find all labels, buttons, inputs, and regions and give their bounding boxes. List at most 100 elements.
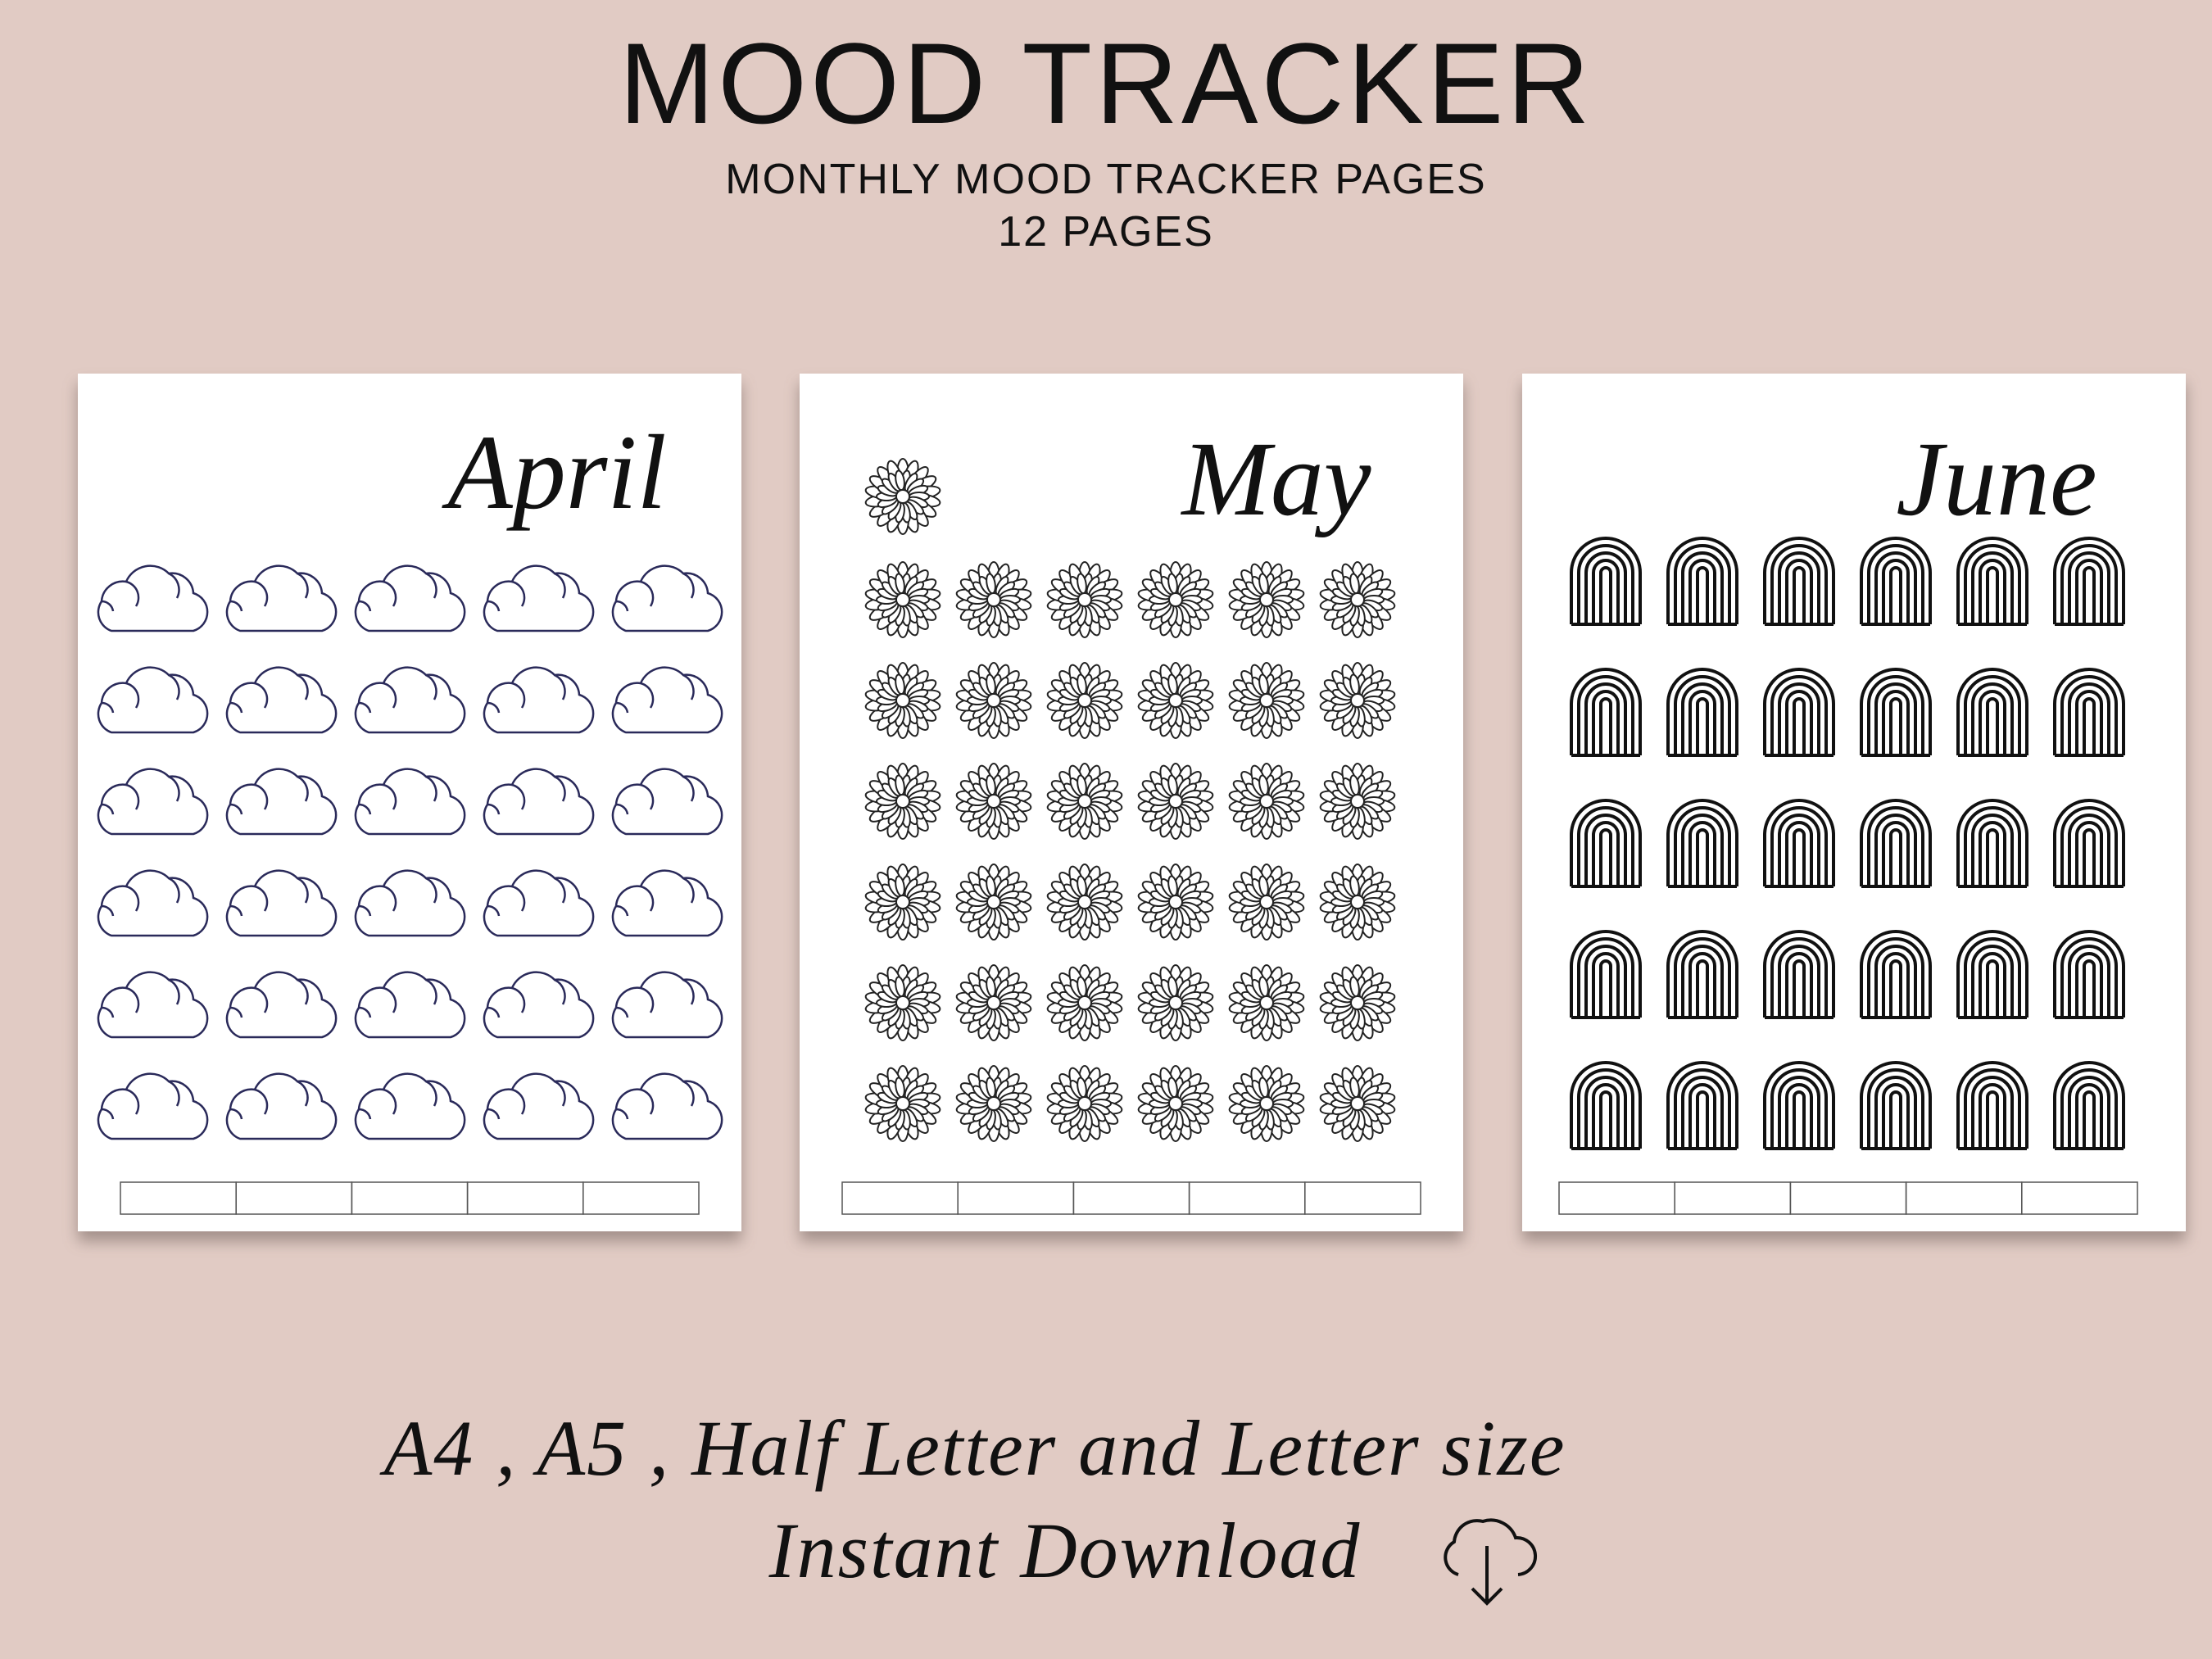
rainbow-arc [1666,930,1738,1018]
rainbow-arc [1956,537,2028,624]
flower [1137,662,1214,739]
rainbow-arc [1889,1090,1902,1149]
rainbow-arc [1592,1083,1620,1149]
pages: April May June [78,374,2186,1241]
month-title: May [1181,420,1371,538]
rainbow-arc [1874,945,1917,1018]
cloud-detail [229,673,309,714]
flower-center [1259,794,1274,809]
flower-center [895,693,910,708]
cloud-detail [487,775,566,815]
rainbow-arc [1599,959,1612,1018]
rainbow-arc [1570,799,1642,886]
rainbow-arc [1592,821,1620,886]
rainbow [1666,930,1738,1019]
flower-center [1350,895,1365,909]
flower-center [1350,1096,1365,1111]
rainbow-arc [1681,1076,1724,1149]
flower-center [1077,693,1092,708]
rainbow [1956,1061,2028,1150]
flower-center [986,794,1001,809]
cloud-outline [483,869,595,937]
rainbow-arc [1785,1083,1813,1149]
rainbow [1666,537,1738,626]
rainbow [2053,537,2125,626]
flower [955,1065,1032,1142]
flower [1319,763,1396,840]
cloud [225,768,338,836]
rainbow-arc [1599,697,1612,755]
rainbow-arc [1577,806,1634,886]
cloud-outline [225,971,338,1039]
cloud [97,1072,209,1140]
cloud-outline [611,666,723,734]
rainbow-arc [2068,551,2110,624]
cloud-outline [483,971,595,1039]
cloud [225,869,338,937]
rainbow-arc [2068,1076,2110,1149]
flower-center [1168,1096,1183,1111]
flower-center [1168,693,1183,708]
rainbow-arc [1964,1068,2021,1149]
flower-center [1077,1096,1092,1111]
flower-center [1350,592,1365,607]
flower [864,964,941,1041]
rainbow-arc [1696,566,1709,624]
rainbow-arc [1785,690,1813,755]
rainbow-arc [2083,566,2096,624]
cloud-outline [483,768,595,836]
rainbow-arc [2075,559,2103,624]
flower [864,561,941,638]
rainbow-arc [1570,1061,1642,1149]
rainbow-arc [1874,1076,1917,1149]
cloud-outline [97,666,209,734]
rainbow-arc [1889,828,1902,886]
download-text: Instant Download [768,1507,1362,1594]
flower-center [986,693,1001,708]
rainbow-arc [1763,930,1835,1018]
cloud-outline [225,666,338,734]
cloud-outline [225,1072,338,1140]
rainbow-arc [1964,806,2021,886]
cloud-outline [611,1072,723,1140]
sizes-text: A4 , A5 , Half Letter and Letter size [379,1404,1566,1492]
cloud [97,564,209,632]
cloud [354,869,466,937]
planner-page: April [78,374,741,1241]
rainbow-arc [1592,690,1620,755]
cloud-outline [225,768,338,836]
rainbow-arc [1979,952,2006,1018]
rainbow-arc [1867,675,1924,755]
rainbow-arc [2075,690,2103,755]
rainbow [1956,930,2028,1019]
rainbow-arc [1860,799,1932,886]
cloud [354,1072,466,1140]
rainbow-arc [1577,544,1634,624]
rainbow [1956,799,2028,888]
rainbow-arc [1785,559,1813,624]
rainbow-arc [1867,937,1924,1018]
rainbow-arc [1688,952,1716,1018]
rainbow-arc [1688,1083,1716,1149]
rainbow-arc [1688,690,1716,755]
rainbow-arc [1674,675,1731,755]
cloud [354,666,466,734]
rainbow [2053,799,2125,888]
cloud-outline [611,564,723,632]
cloud-detail [615,572,695,612]
flower [864,458,941,535]
cloud [97,666,209,734]
flower [1319,863,1396,941]
rainbow-arc [1979,690,2006,755]
flower [1046,964,1123,1041]
flower-center [1077,995,1092,1010]
flower [1228,763,1305,840]
cloud-detail [358,978,437,1018]
rainbow-arc [2083,697,2096,755]
rainbow-arc [1874,551,1917,624]
cloud-outline [483,666,595,734]
rainbow-arc [1770,937,1828,1018]
rainbow-arc [1964,675,2021,755]
